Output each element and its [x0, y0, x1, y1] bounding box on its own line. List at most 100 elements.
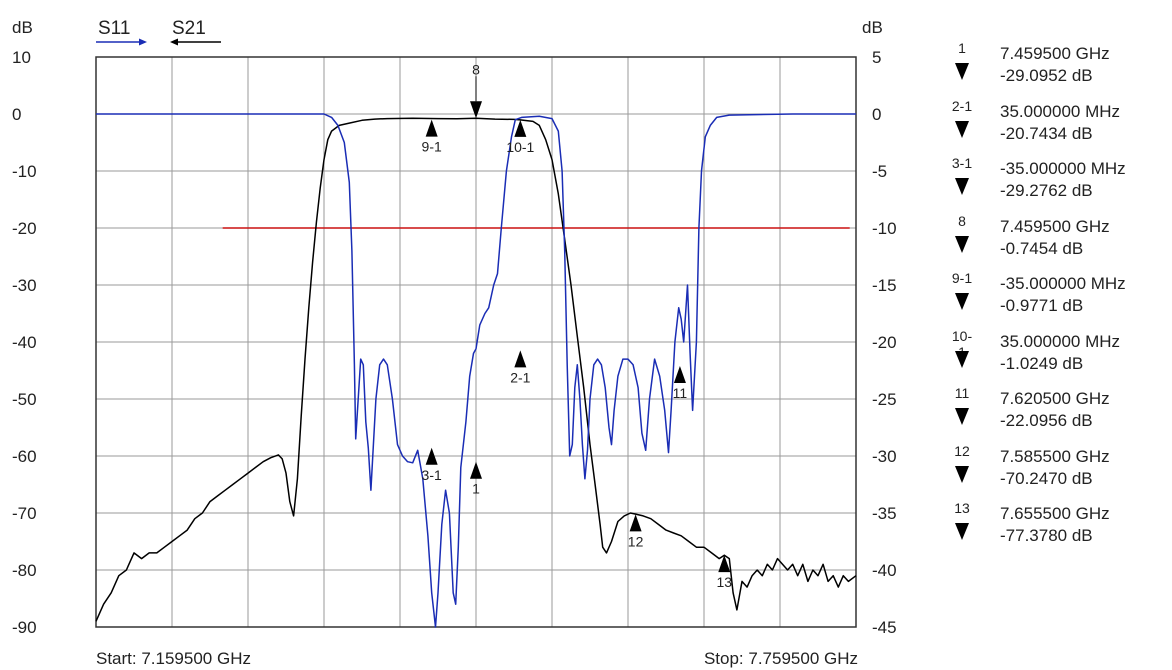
- grid: [95, 56, 857, 628]
- marker-11: 11: [673, 365, 688, 401]
- marker-readout-id: 11: [954, 385, 970, 401]
- trace-markers: 1 2-1 3-1 8 9-1 10-1 11 12 13: [422, 61, 733, 590]
- legend-arrowhead-s21: [170, 38, 178, 46]
- marker-label: 13: [716, 574, 732, 590]
- marker-readout-stimulus: 7.459500 GHz: [1000, 216, 1110, 236]
- marker-triangle-up: [629, 514, 642, 532]
- marker-triangle-up: [514, 119, 527, 137]
- marker-readout-item: 8 7.459500 GHz -0.7454 dB: [935, 213, 1170, 271]
- marker-readout-item: 1 7.459500 GHz -29.0952 dB: [935, 40, 1170, 98]
- axis-ticks: 10 0 -10 -20 -30 -40 -50 -60 -70 -80 -90 5 0 -5 -10 -15…: [12, 48, 897, 637]
- marker-readout-item: 3-1 -35.000000 MHz -29.2762 dB: [935, 155, 1170, 213]
- marker-readout-id: 2-1: [951, 97, 973, 114]
- marker-triangle-up: [425, 119, 438, 137]
- marker-triangle-icon: [955, 63, 969, 80]
- y-right-tick-label: -25: [872, 390, 897, 409]
- marker-readout-item: 11 7.620500 GHz -22.0956 dB: [935, 385, 1170, 443]
- marker-readout-stimulus: -35.000000 MHz: [1000, 274, 1126, 293]
- marker-label: 2-1: [510, 369, 530, 385]
- marker-readout-stimulus: 7.620500 GHz: [1000, 389, 1110, 408]
- marker-triangle-down: [470, 101, 482, 119]
- marker-readout-value: -22.0956 dB: [1000, 411, 1093, 430]
- marker-2-1: 2-1: [510, 350, 531, 385]
- y-left-tick-label: -10: [12, 162, 37, 181]
- y-left-tick-label: 10: [12, 48, 31, 67]
- legend-arrowhead-s11: [139, 38, 147, 46]
- marker-label: 1: [472, 481, 480, 497]
- marker-13: 13: [716, 555, 732, 590]
- y-right-tick-label: -10: [872, 219, 897, 238]
- marker-label: 11: [673, 385, 688, 401]
- marker-12: 12: [628, 514, 644, 549]
- marker-label: 10-1: [506, 139, 534, 155]
- marker-readout-item: 12 7.585500 GHz -70.2470 dB: [935, 443, 1170, 501]
- marker-triangle-up: [673, 365, 686, 383]
- y-left-tick-label: -50: [12, 390, 37, 409]
- legend-label-s21: S21: [172, 18, 206, 39]
- marker-readout-stimulus: 7.655500 GHz: [1000, 504, 1110, 523]
- y-right-tick-label: 0: [872, 105, 881, 124]
- y-left-tick-label: -90: [12, 618, 37, 637]
- marker-triangle-icon: [955, 465, 969, 483]
- marker-triangle-up: [514, 350, 527, 368]
- y-left-tick-label: -30: [12, 276, 37, 295]
- y-left-tick-label: -40: [12, 333, 37, 352]
- marker-readout-value: -29.0952 dB: [1000, 66, 1093, 85]
- marker-readout-value: -0.9771 dB: [1000, 296, 1084, 315]
- y-left-tick-label: -60: [12, 447, 37, 466]
- y-left-tick-label: -80: [12, 561, 37, 580]
- marker-readout-value: -20.7434 dB: [1000, 123, 1093, 143]
- marker-triangle-icon: [955, 408, 969, 425]
- marker-readout-value: -77.3780 dB: [1000, 526, 1093, 545]
- marker-triangle-up: [425, 447, 438, 465]
- traces: [95, 113, 857, 628]
- marker-8: 8: [470, 61, 482, 119]
- marker-triangle-icon: [955, 235, 969, 253]
- marker-triangle-icon: [955, 293, 969, 310]
- marker-triangle-icon: [955, 350, 969, 368]
- y-right-tick-label: -40: [872, 561, 897, 580]
- y-left-tick-label: -70: [12, 504, 37, 523]
- marker-readout-value: -1.0249 dB: [1000, 353, 1084, 373]
- trace-s21: [95, 117, 857, 622]
- marker-triangle-up: [470, 461, 482, 479]
- marker-3-1: 3-1: [422, 447, 442, 483]
- marker-label: 3-1: [422, 467, 442, 483]
- y-right-tick-label: -5: [872, 162, 887, 181]
- marker-readout-item: 2-1 35.000000 MHz -20.7434 dB: [935, 98, 1170, 156]
- marker-readout-list: 1 7.459500 GHz -29.0952 dB 2-1 35.000000 MHz…: [935, 40, 1170, 558]
- marker-readout-item: 9-1 -35.000000 MHz -0.9771 dB: [935, 270, 1170, 328]
- marker-triangle-icon: [955, 178, 969, 195]
- y-right-tick-label: -15: [872, 276, 897, 295]
- marker-readout-stimulus: 7.459500 GHz: [1000, 44, 1110, 63]
- plot-frame: [95, 56, 857, 628]
- y-right-tick-label: -45: [872, 618, 897, 637]
- marker-readout-item: 13 7.655500 GHz -77.3780 dB: [935, 500, 1170, 558]
- marker-readout-stimulus: 35.000000 MHz: [1000, 331, 1121, 351]
- marker-readout-id: 1: [958, 40, 966, 56]
- start-frequency-label: Start: 7.159500 GHz: [96, 649, 251, 668]
- marker-label: 8: [472, 61, 480, 77]
- y-right-tick-label: -35: [872, 504, 897, 523]
- stop-frequency-label: Stop: 7.759500 GHz: [704, 649, 858, 668]
- marker-1: 1: [470, 461, 482, 497]
- marker-readout-id: 8: [958, 212, 966, 229]
- marker-readout-stimulus: 7.585500 GHz: [1000, 446, 1110, 466]
- marker-10-1: 10-1: [506, 119, 535, 155]
- y-right-axis-title: dB: [862, 18, 883, 37]
- marker-readout-id: 13: [954, 500, 970, 516]
- y-left-axis-title: dB: [12, 18, 33, 37]
- trace-s11: [96, 113, 856, 628]
- y-right-tick-label: -20: [872, 333, 897, 352]
- marker-triangle-icon: [955, 120, 969, 138]
- marker-readout-stimulus: -35.000000 MHz: [1000, 159, 1126, 178]
- marker-readout-value: -70.2470 dB: [1000, 468, 1093, 488]
- marker-9-1: 9-1: [422, 119, 442, 155]
- y-left-tick-label: -20: [12, 219, 37, 238]
- marker-readout-value: -29.2762 dB: [1000, 181, 1093, 200]
- marker-label: 12: [628, 533, 644, 549]
- legend: S11 S21: [96, 18, 221, 46]
- marker-readout-id: 9-1: [951, 270, 973, 286]
- marker-readout-id: 3-1: [951, 155, 973, 171]
